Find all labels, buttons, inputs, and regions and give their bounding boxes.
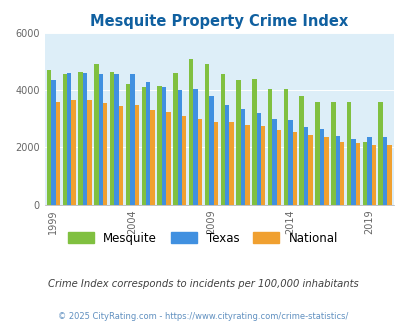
Bar — [229, 122, 233, 205]
Bar — [55, 102, 60, 205]
Bar — [103, 103, 107, 205]
Bar — [114, 75, 119, 205]
Bar — [161, 87, 166, 205]
Bar — [220, 75, 224, 205]
Bar — [283, 89, 288, 205]
Bar — [307, 135, 312, 205]
Bar — [346, 102, 350, 205]
Bar — [267, 89, 272, 205]
Bar — [276, 130, 281, 205]
Bar — [78, 72, 83, 205]
Bar — [141, 87, 145, 205]
Bar — [377, 102, 382, 205]
Legend: Mesquite, Texas, National: Mesquite, Texas, National — [63, 227, 342, 249]
Bar — [213, 122, 217, 205]
Bar — [47, 70, 51, 205]
Bar — [386, 145, 391, 205]
Bar — [98, 75, 103, 205]
Bar — [209, 96, 213, 205]
Bar — [335, 136, 339, 205]
Bar — [177, 90, 181, 205]
Bar — [315, 102, 319, 205]
Bar — [193, 89, 197, 205]
Bar — [204, 64, 209, 205]
Bar — [260, 126, 265, 205]
Bar — [288, 120, 292, 205]
Bar — [188, 59, 193, 205]
Bar — [303, 127, 307, 205]
Bar — [173, 73, 177, 205]
Bar — [94, 64, 98, 205]
Bar — [339, 142, 343, 205]
Text: © 2025 CityRating.com - https://www.cityrating.com/crime-statistics/: © 2025 CityRating.com - https://www.city… — [58, 312, 347, 321]
Bar — [83, 73, 87, 205]
Bar — [130, 75, 134, 205]
Title: Mesquite Property Crime Index: Mesquite Property Crime Index — [90, 14, 347, 29]
Bar — [87, 100, 92, 205]
Bar — [366, 137, 371, 205]
Bar — [150, 110, 154, 205]
Bar — [181, 116, 186, 205]
Bar — [71, 100, 76, 205]
Bar — [145, 82, 150, 205]
Bar — [134, 105, 139, 205]
Bar — [256, 113, 260, 205]
Bar — [67, 73, 71, 205]
Bar — [245, 124, 249, 205]
Text: Crime Index corresponds to incidents per 100,000 inhabitants: Crime Index corresponds to incidents per… — [47, 279, 358, 289]
Bar — [224, 105, 229, 205]
Bar — [166, 112, 170, 205]
Bar — [355, 143, 359, 205]
Bar — [382, 137, 386, 205]
Bar — [330, 102, 335, 205]
Bar — [319, 129, 323, 205]
Bar — [157, 86, 161, 205]
Bar — [62, 75, 67, 205]
Bar — [240, 109, 245, 205]
Bar — [323, 137, 328, 205]
Bar — [371, 145, 375, 205]
Bar — [362, 142, 366, 205]
Bar — [236, 80, 240, 205]
Bar — [51, 80, 55, 205]
Bar — [126, 84, 130, 205]
Bar — [119, 106, 123, 205]
Bar — [272, 119, 276, 205]
Bar — [110, 72, 114, 205]
Bar — [299, 96, 303, 205]
Bar — [292, 132, 296, 205]
Bar — [252, 79, 256, 205]
Bar — [350, 139, 355, 205]
Bar — [197, 119, 202, 205]
